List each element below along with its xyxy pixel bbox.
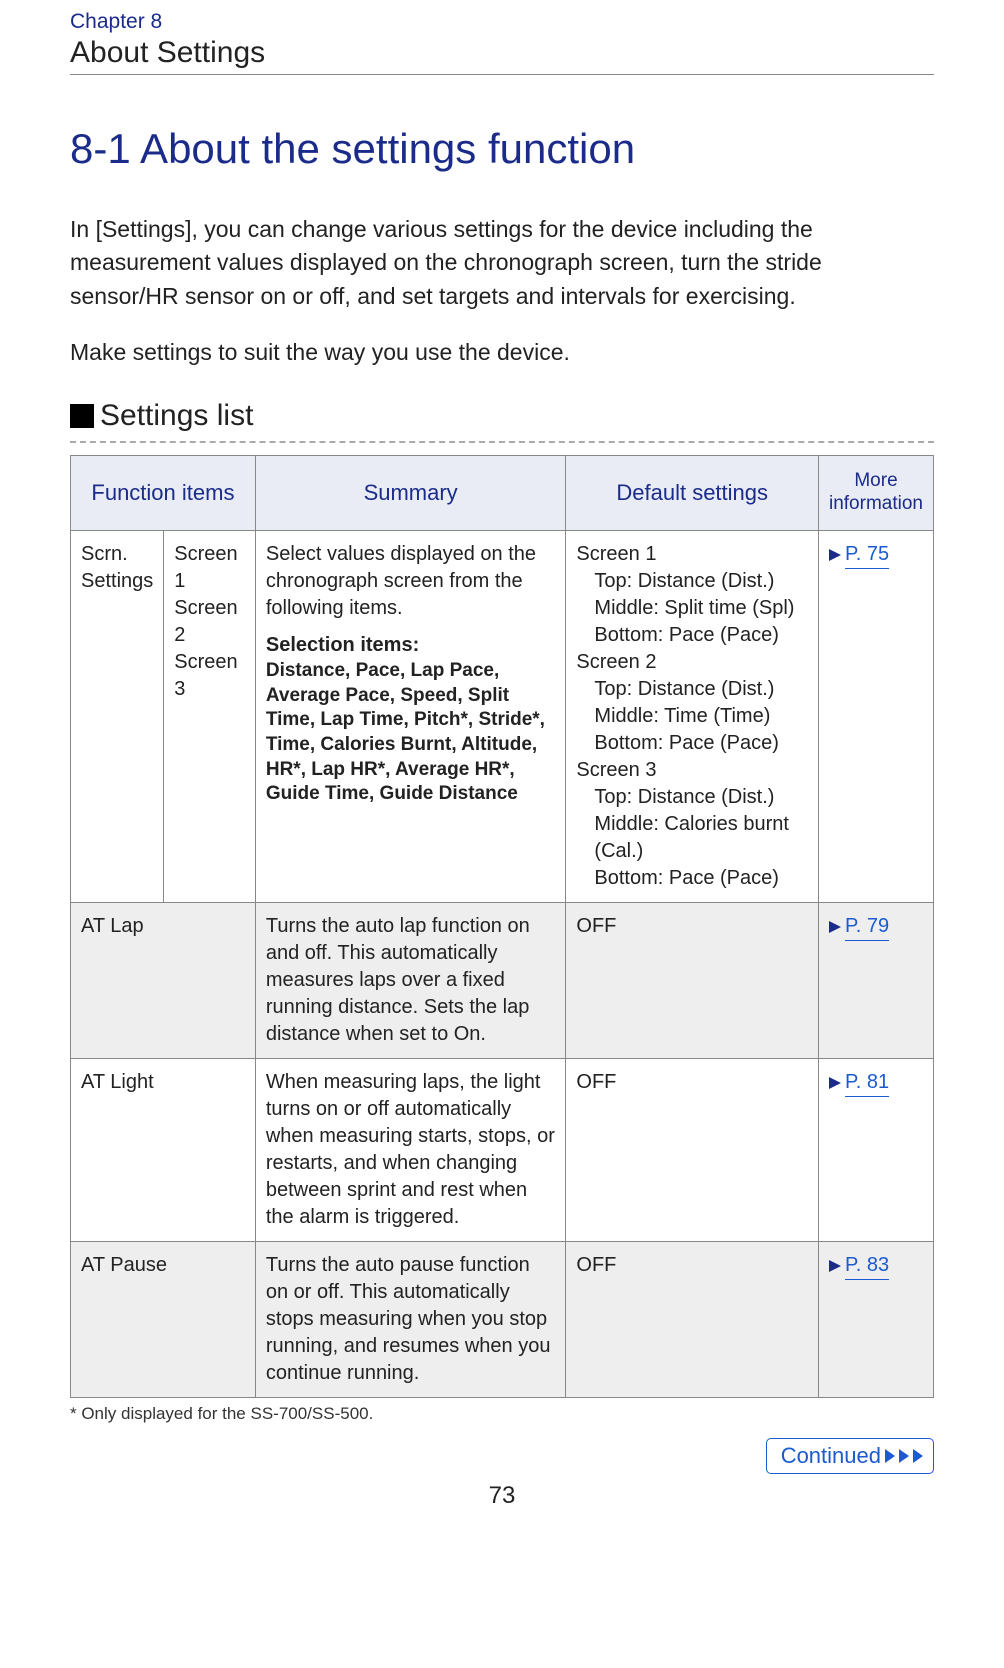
footnote: * Only displayed for the SS-700/SS-500. (70, 1404, 934, 1424)
screen1-middle: Middle: Split time (Spl) (576, 595, 808, 622)
settings-table: Function items Summary Default settings … (70, 455, 934, 1398)
cell-default: Screen 1 Top: Distance (Dist.) Middle: S… (566, 530, 819, 902)
col-header-summary: Summary (255, 456, 566, 531)
screen2-top: Top: Distance (Dist.) (576, 676, 808, 703)
square-bullet-icon (70, 404, 94, 428)
cell-default: OFF (566, 902, 819, 1058)
screen1-top: Top: Distance (Dist.) (576, 568, 808, 595)
col-header-more: More information (818, 456, 933, 531)
cell-summary: Select values displayed on the chronogra… (255, 530, 566, 902)
cell-default: OFF (566, 1058, 819, 1241)
col-header-default: Default settings (566, 456, 819, 531)
continued-label: Continued (781, 1443, 881, 1469)
screen3-head: Screen 3 (576, 757, 808, 784)
summary-lead: Select values displayed on the chronogra… (266, 543, 536, 619)
header-rule (70, 74, 934, 75)
main-heading: 8-1 About the settings function (70, 125, 934, 173)
continued-wrap: Continued (70, 1438, 934, 1474)
arrow-right-icon (829, 1077, 841, 1089)
cell-more: P. 83 (818, 1241, 933, 1397)
page-link[interactable]: P. 79 (845, 913, 889, 941)
cell-summary: When measuring laps, the light turns on … (255, 1058, 566, 1241)
arrow-right-icon (829, 549, 841, 561)
cell-function: AT Pause (71, 1241, 256, 1397)
triangle-right-icon (885, 1449, 895, 1463)
page-link[interactable]: P. 81 (845, 1069, 889, 1097)
cell-more: P. 81 (818, 1058, 933, 1241)
page-link[interactable]: P. 83 (845, 1252, 889, 1280)
page-link[interactable]: P. 75 (845, 541, 889, 569)
arrow-right-icon (829, 1260, 841, 1272)
cell-default: OFF (566, 1241, 819, 1397)
screen1-head: Screen 1 (576, 541, 808, 568)
screen2-bottom: Bottom: Pace (Pace) (576, 730, 808, 757)
table-row: AT Lap Turns the auto lap function on an… (71, 902, 934, 1058)
screen1-bottom: Bottom: Pace (Pace) (576, 622, 808, 649)
settings-list-heading: Settings list (70, 399, 934, 433)
intro-paragraph-2: Make settings to suit the way you use th… (70, 336, 934, 369)
cell-function: Scrn. Settings (71, 530, 164, 902)
cell-more: P. 75 (818, 530, 933, 902)
triangle-right-icon (913, 1449, 923, 1463)
intro-paragraph-1: In [Settings], you can change various se… (70, 213, 934, 313)
col-header-function: Function items (71, 456, 256, 531)
continued-button[interactable]: Continued (766, 1438, 934, 1474)
dashed-divider (70, 441, 934, 443)
screen2-middle: Middle: Time (Time) (576, 703, 808, 730)
cell-function: AT Lap (71, 902, 256, 1058)
table-row: AT Pause Turns the auto pause function o… (71, 1241, 934, 1397)
screen2-head: Screen 2 (576, 649, 808, 676)
cell-screens: Screen 1 Screen 2 Screen 3 (164, 530, 256, 902)
selection-items-body: Distance, Pace, Lap Pace, Average Pace, … (266, 659, 556, 807)
cell-function: AT Light (71, 1058, 256, 1241)
page: Chapter 8 About Settings 8-1 About the s… (0, 0, 1004, 1540)
page-number: 73 (70, 1482, 934, 1510)
subhead-text: Settings list (100, 399, 253, 433)
screen3-middle: Middle: Calories burnt (Cal.) (576, 811, 808, 865)
cell-summary: Turns the auto pause function on or off.… (255, 1241, 566, 1397)
cell-summary: Turns the auto lap function on and off. … (255, 902, 566, 1058)
chapter-label: Chapter 8 (70, 10, 934, 34)
table-row: Scrn. Settings Screen 1 Screen 2 Screen … (71, 530, 934, 902)
arrow-right-icon (829, 921, 841, 933)
screen3-bottom: Bottom: Pace (Pace) (576, 865, 808, 892)
table-row: AT Light When measuring laps, the light … (71, 1058, 934, 1241)
screen3-top: Top: Distance (Dist.) (576, 784, 808, 811)
section-title: About Settings (70, 36, 934, 70)
triangle-right-icon (899, 1449, 909, 1463)
cell-more: P. 79 (818, 902, 933, 1058)
selection-items-head: Selection items: (266, 632, 556, 659)
